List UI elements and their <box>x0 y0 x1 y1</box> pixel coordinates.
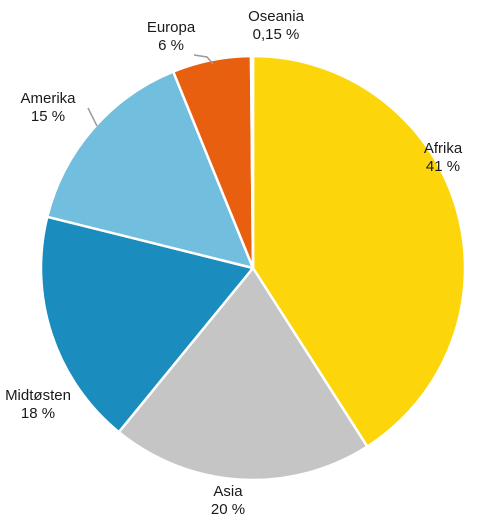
slice-value: 20 % <box>211 501 245 518</box>
leader-lines <box>87 54 214 127</box>
slice-label-amerika: Amerika 15 % <box>20 90 76 125</box>
slice-name: Midtøsten <box>5 387 71 404</box>
pie-slice-midtosten <box>39 215 255 434</box>
slice-label-asia: Asia 20 % <box>211 483 245 518</box>
leader-line-europa <box>193 54 214 65</box>
slice-value: 18 % <box>21 405 55 422</box>
slice-name: Asia <box>213 483 243 500</box>
pie-slice-asia <box>117 266 369 482</box>
slice-label-midtosten: Midtøsten 18 % <box>5 387 71 422</box>
pie-slices <box>39 54 467 482</box>
pie-slice-oseania <box>249 54 255 270</box>
slice-value: 15 % <box>31 108 65 125</box>
slice-name: Amerika <box>20 90 76 107</box>
slice-name: Oseania <box>248 8 305 25</box>
slice-label-afrika: Afrika 41 % <box>424 140 463 175</box>
slice-labels: Afrika 41 % Asia 20 % Midtøsten 18 % Amerika 15… <box>5 8 463 518</box>
slice-value: 41 % <box>426 158 460 175</box>
slice-value: 0,15 % <box>253 26 300 43</box>
pie-slice-amerika <box>46 70 255 270</box>
slice-name: Europa <box>147 19 196 36</box>
slice-label-oseania: Oseania 0,15 % <box>248 8 305 43</box>
slice-label-europa: Europa 6 % <box>147 19 196 54</box>
slice-value: 6 % <box>158 37 184 54</box>
slice-name: Afrika <box>424 140 463 157</box>
leader-line-amerika <box>87 107 98 127</box>
